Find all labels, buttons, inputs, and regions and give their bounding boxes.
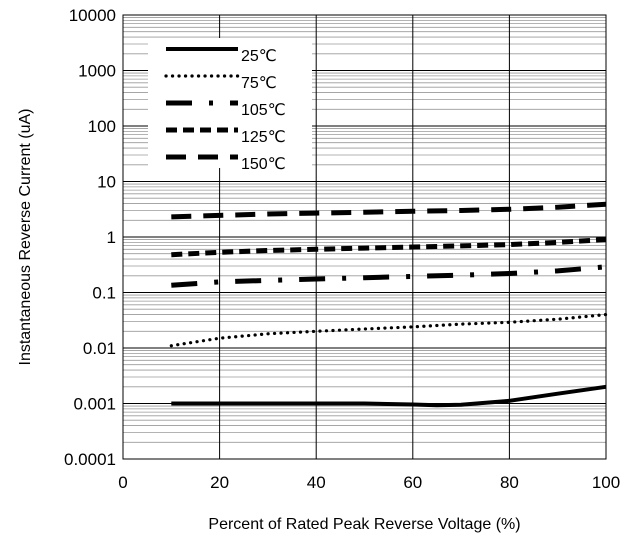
x-tick-label: 0: [118, 473, 127, 492]
x-tick-label: 40: [307, 473, 326, 492]
tick-labels: 0.0001 0.001 0.01 0.1 1 10 100 1000 10000 0 20 40 60…: [64, 6, 620, 492]
legend-label-5: 150℃: [241, 156, 286, 173]
series-group: [169, 201, 608, 408]
x-axis-label: Percent of Rated Peak Reverse Voltage (%…: [208, 516, 520, 533]
plot-frame: [122, 14, 607, 460]
legend-label-1: 25℃: [241, 48, 277, 65]
legend: 25℃ 75℃ 105℃ 125℃ 150℃: [148, 38, 312, 173]
y-tick-label: 10000: [69, 6, 116, 25]
legend-label-4: 125℃: [241, 129, 286, 146]
y-tick-label: 0.01: [83, 339, 116, 358]
y-tick-label: 0.1: [92, 284, 116, 303]
series-line-2: [169, 313, 608, 348]
y-tick-label: 0.0001: [64, 450, 116, 469]
y-tick-label: 1: [107, 228, 116, 247]
series-line-4: [171, 237, 607, 258]
legend-label-3: 105℃: [241, 102, 286, 119]
series-line-1: [171, 384, 607, 408]
x-tick-label: 60: [403, 473, 422, 492]
x-tick-label: 20: [210, 473, 229, 492]
y-tick-label: 0.001: [73, 395, 116, 414]
series-line-3: [171, 264, 607, 288]
y-tick-label: 10: [97, 173, 116, 192]
legend-label-2: 75℃: [241, 75, 277, 92]
y-tick-label: 100: [88, 117, 116, 136]
y-tick-label: 1000: [78, 62, 116, 81]
x-tick-label: 80: [500, 473, 519, 492]
series-line-5: [171, 201, 607, 220]
y-axis-label: Instantaneous Reverse Current (uA): [17, 108, 34, 365]
x-tick-label: 100: [592, 473, 620, 492]
